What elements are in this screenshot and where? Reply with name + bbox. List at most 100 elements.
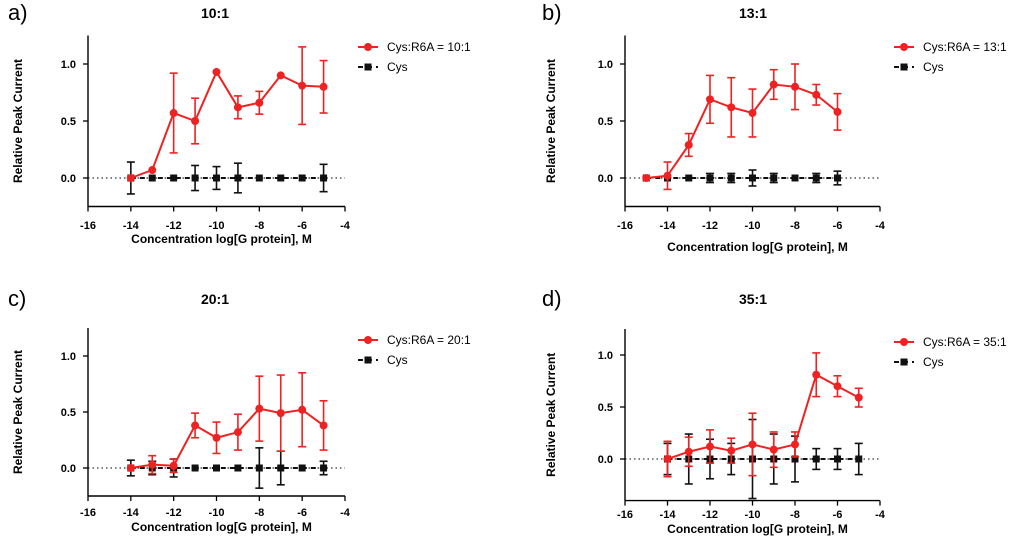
data-point [748, 440, 757, 449]
x-tick-label: -10 [209, 507, 225, 519]
data-point [212, 433, 221, 442]
x-tick-label: -16 [617, 509, 633, 521]
legend-marker [364, 356, 372, 364]
data-point [213, 174, 220, 182]
y-tick-label: 0.5 [598, 116, 613, 128]
x-axis-label: Concentration log[G protein], M [667, 522, 848, 536]
data-point [234, 174, 242, 182]
x-tick-label: -10 [745, 220, 761, 232]
data-point [319, 421, 328, 430]
y-tick-label: 0.5 [61, 407, 76, 419]
x-tick-label: -12 [702, 509, 718, 521]
data-point [791, 440, 799, 449]
data-point [170, 174, 178, 182]
x-axis-label: Concentration log[G protein], M [667, 240, 848, 254]
data-point [791, 174, 799, 182]
data-point [684, 140, 693, 149]
data-point [791, 455, 799, 463]
x-tick-label: -10 [745, 509, 761, 521]
series-cys-r6a [663, 352, 863, 478]
data-point [233, 428, 242, 437]
x-tick-label: -6 [833, 509, 843, 521]
data-point [791, 82, 799, 91]
chart-title: 10:1 [201, 5, 229, 21]
chart-title: 35:1 [739, 291, 767, 307]
data-point [277, 464, 285, 472]
data-point [255, 404, 264, 413]
data-point [212, 67, 221, 76]
legend-marker [364, 336, 372, 344]
legend-label: Cys [923, 60, 944, 74]
x-tick-label: -8 [254, 507, 264, 519]
data-point [213, 464, 220, 472]
data-point [169, 461, 178, 470]
y-tick-label: 0.0 [598, 173, 613, 185]
legend-item: Cys [894, 355, 944, 369]
data-point [770, 174, 778, 182]
data-point [320, 174, 328, 182]
x-tick-label: -4 [875, 220, 886, 232]
data-point [191, 464, 199, 472]
data-point [255, 174, 263, 182]
y-axis-label: Relative Peak Current [11, 59, 25, 183]
data-point [855, 455, 863, 463]
data-point [812, 174, 820, 182]
legend-item: Cys:R6A = 35:1 [894, 335, 1007, 349]
data-point [277, 174, 285, 182]
x-tick-label: -6 [297, 220, 307, 232]
panel-b: b) 13:1 0.0 0.5 1.0 -16 -14 -12 -10 -8 -6 -4 Concent… [542, 0, 1007, 254]
data-point [298, 174, 306, 182]
data-point [234, 464, 242, 472]
panel-d: d) 35:1 0.0 0.5 1.0 -16 -14 -12 -10 -8 -6 -4 Concent… [542, 286, 1007, 536]
data-point [320, 464, 328, 472]
data-point [812, 455, 820, 463]
legend-label: Cys:R6A = 35:1 [923, 335, 1007, 349]
x-axis-label: Concentration log[G protein], M [131, 520, 312, 534]
legend: Cys:R6A = 13:1 Cys [894, 40, 1007, 74]
x-tick-label: -4 [340, 220, 351, 232]
x-tick-label: -14 [660, 509, 677, 521]
y-tick-label: 1.0 [598, 59, 613, 71]
legend-item: Cys [358, 353, 408, 367]
x-tick-label: -10 [209, 220, 225, 232]
data-point [834, 455, 841, 463]
legend-item: Cys [358, 60, 408, 74]
panel-c: c) 20:1 0.0 0.5 1.0 -16 -14 -12 -10 -8 -6 -4 Concent… [8, 286, 471, 534]
legend-marker [364, 63, 372, 71]
data-point [148, 460, 157, 469]
y-tick-label: 0.5 [598, 402, 613, 414]
data-point [298, 405, 307, 414]
legend-item: Cys:R6A = 10:1 [358, 40, 471, 54]
series-line [130, 407, 325, 469]
data-point [255, 98, 264, 107]
data-point [833, 382, 842, 391]
x-axis-label: Concentration log[G protein], M [131, 232, 312, 246]
data-point [191, 421, 200, 430]
legend-item: Cys [894, 60, 944, 74]
chart-title: 13:1 [739, 5, 767, 21]
data-point [812, 90, 821, 99]
legend-label: Cys:R6A = 13:1 [923, 40, 1007, 54]
series-line [130, 69, 324, 179]
y-tick-label: 0.0 [61, 463, 76, 475]
data-point [255, 464, 263, 472]
data-point [126, 174, 135, 182]
legend-marker [900, 338, 908, 346]
series-line [646, 83, 839, 179]
legend: Cys:R6A = 35:1 Cys [894, 335, 1007, 369]
data-point [191, 117, 200, 125]
y-tick-label: 1.0 [61, 59, 76, 71]
data-point [706, 95, 714, 104]
y-tick-label: 1.0 [61, 351, 76, 363]
data-point [834, 174, 841, 182]
x-tick-label: -8 [254, 220, 264, 232]
data-point [276, 71, 285, 80]
legend-marker [900, 358, 908, 366]
data-point [727, 103, 736, 112]
data-point [769, 80, 778, 89]
data-point [727, 174, 735, 182]
y-tick-label: 0.0 [598, 454, 613, 466]
data-point [663, 171, 672, 180]
legend: Cys:R6A = 20:1 Cys [358, 333, 471, 367]
